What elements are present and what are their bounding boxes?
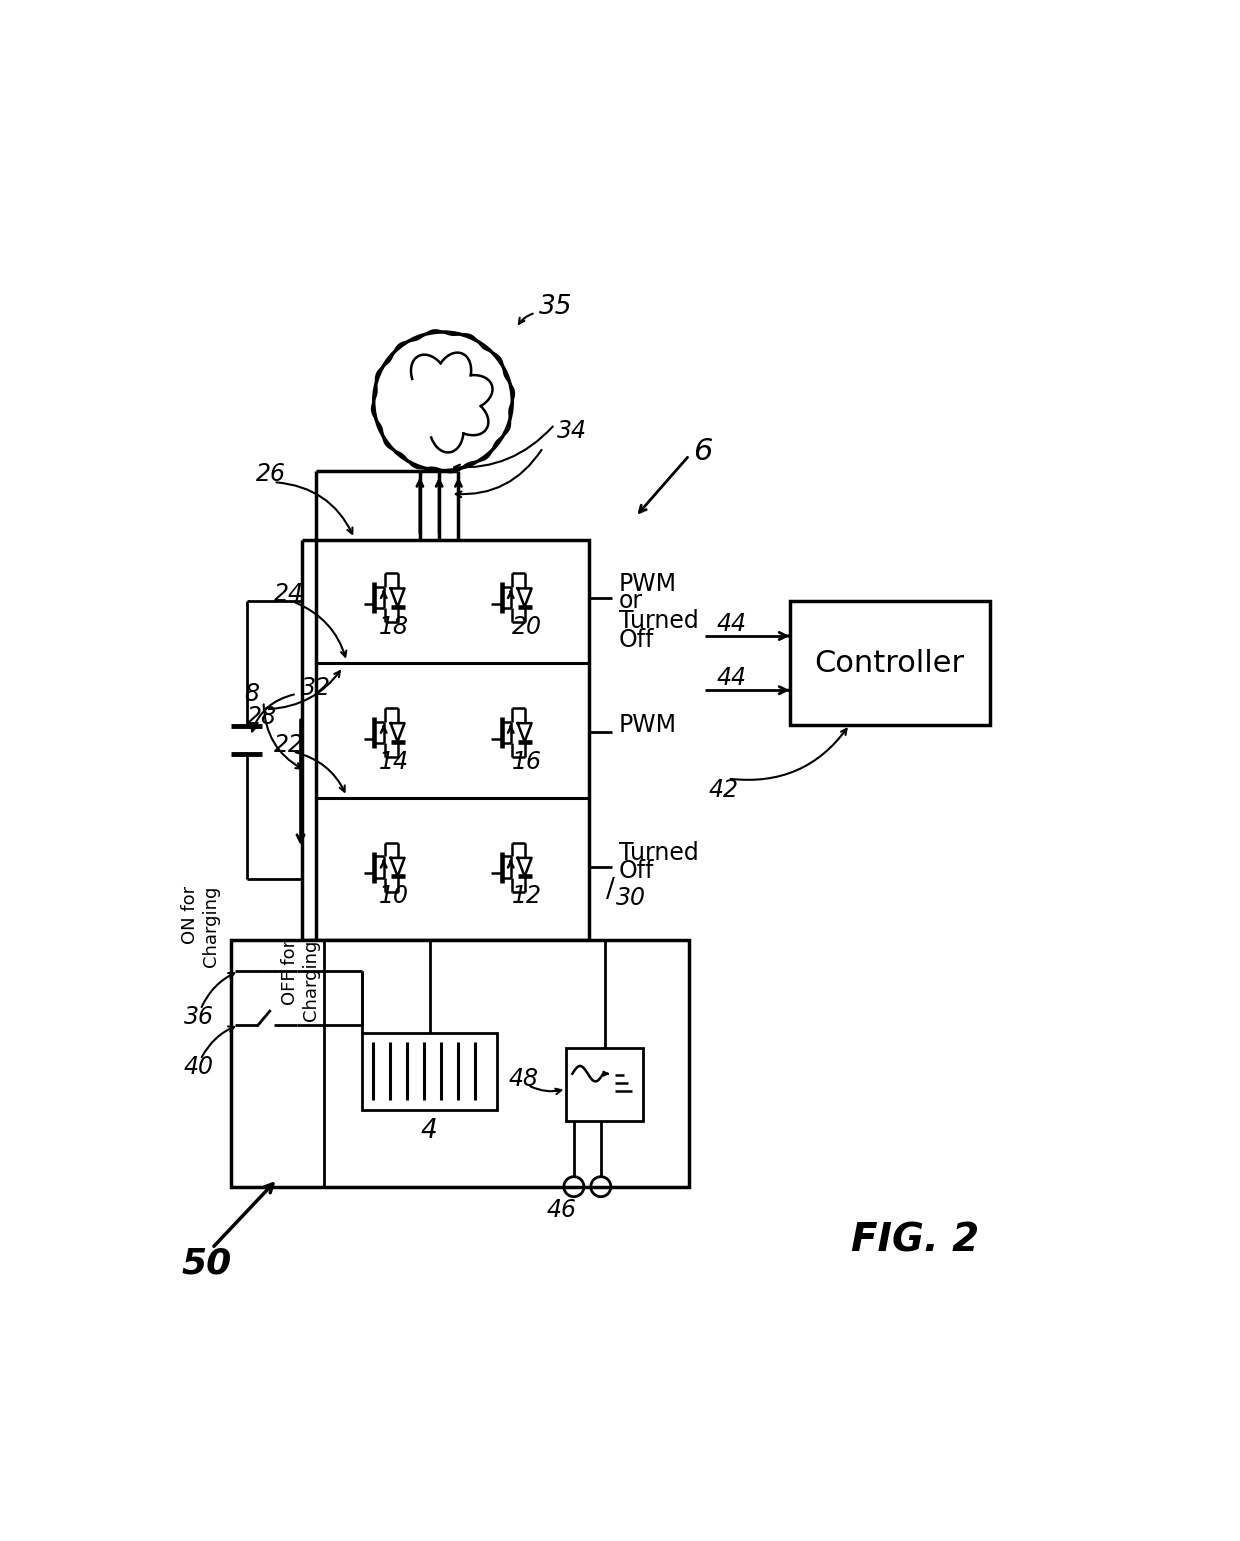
Text: 44: 44	[717, 666, 746, 690]
Text: 42: 42	[708, 778, 739, 803]
Text: /: /	[606, 877, 615, 903]
Text: PWM: PWM	[619, 712, 677, 737]
Text: 6: 6	[693, 436, 713, 465]
Text: 34: 34	[557, 419, 587, 442]
Bar	[231, 940, 689, 1187]
Text: 4: 4	[420, 1119, 438, 1145]
Text: Controller: Controller	[815, 649, 965, 678]
Text: 16: 16	[512, 749, 542, 774]
Text: ON for
Charging: ON for Charging	[181, 886, 219, 968]
Text: Off: Off	[619, 629, 653, 652]
Text: 24: 24	[274, 582, 304, 606]
Text: 28: 28	[247, 704, 277, 729]
Text: 50: 50	[181, 1247, 232, 1281]
Text: 30: 30	[616, 886, 646, 909]
Bar	[567, 1048, 644, 1122]
Text: Turned: Turned	[619, 841, 698, 866]
Text: OFF for
Charging: OFF for Charging	[281, 940, 320, 1022]
Text: 46: 46	[547, 1197, 577, 1222]
Text: Turned: Turned	[619, 609, 698, 633]
Text: 20: 20	[512, 615, 542, 640]
Text: 36: 36	[184, 1005, 213, 1029]
Text: 35: 35	[539, 294, 573, 321]
Text: Off: Off	[619, 858, 653, 883]
Text: PWM: PWM	[619, 572, 677, 596]
Bar	[316, 539, 589, 940]
Text: 44: 44	[717, 612, 746, 636]
Bar	[790, 601, 990, 724]
Text: FIG. 2: FIG. 2	[851, 1222, 980, 1259]
Text: 40: 40	[184, 1056, 213, 1079]
Text: 26: 26	[255, 462, 286, 487]
Text: 8: 8	[244, 681, 259, 706]
Text: 22: 22	[274, 734, 304, 758]
Text: 10: 10	[379, 885, 409, 908]
Text: or: or	[619, 590, 642, 613]
Text: 48: 48	[508, 1066, 538, 1091]
Text: 18: 18	[379, 615, 409, 640]
Text: 12: 12	[512, 885, 542, 908]
Text: 32: 32	[300, 676, 331, 700]
Text: 14: 14	[379, 749, 409, 774]
Bar	[362, 1032, 497, 1110]
